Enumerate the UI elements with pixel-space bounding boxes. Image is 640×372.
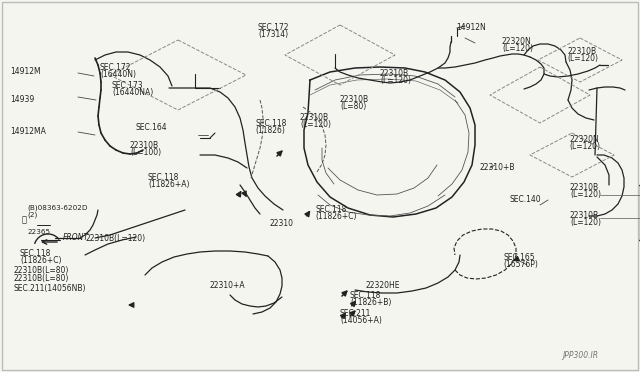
Text: (11826): (11826) <box>255 125 285 135</box>
Text: (L=120): (L=120) <box>570 190 601 199</box>
Text: (L=120): (L=120) <box>300 121 331 129</box>
Text: SEC.118: SEC.118 <box>20 248 51 257</box>
Bar <box>592 185 640 240</box>
Text: (17314): (17314) <box>258 29 288 38</box>
Text: 14912N: 14912N <box>456 22 486 32</box>
Text: (L=100): (L=100) <box>130 148 161 157</box>
Text: 22310+A: 22310+A <box>210 280 246 289</box>
Text: 14912M: 14912M <box>10 67 40 76</box>
Text: 22310B(L=80): 22310B(L=80) <box>13 266 68 275</box>
Text: SEC.140: SEC.140 <box>510 196 541 205</box>
Text: (L=120): (L=120) <box>380 76 411 84</box>
Text: 22310B: 22310B <box>300 113 329 122</box>
Text: 22310B: 22310B <box>340 96 369 105</box>
Text: JPP300.IR: JPP300.IR <box>562 350 598 359</box>
Text: 22320N: 22320N <box>569 135 599 144</box>
Text: 14912MA: 14912MA <box>10 128 46 137</box>
Text: 22310: 22310 <box>270 218 294 228</box>
Text: 14939: 14939 <box>10 96 35 105</box>
Text: 22310B: 22310B <box>380 68 409 77</box>
Bar <box>13 198 133 256</box>
Text: SEC.118: SEC.118 <box>148 173 179 183</box>
Text: SEC.173: SEC.173 <box>112 80 143 90</box>
Text: (11826+A): (11826+A) <box>148 180 189 189</box>
Text: 22310B: 22310B <box>570 183 599 192</box>
Text: 22320HE: 22320HE <box>365 280 399 289</box>
Text: 22310B: 22310B <box>130 141 159 150</box>
Text: 22310B(L=80): 22310B(L=80) <box>13 273 68 282</box>
Text: (16440N): (16440N) <box>100 71 136 80</box>
Text: 22365: 22365 <box>27 229 50 235</box>
Text: (L=120): (L=120) <box>569 142 600 151</box>
Text: SEC.172: SEC.172 <box>100 64 131 73</box>
Text: 22320N: 22320N <box>502 38 532 46</box>
Text: 22310B: 22310B <box>567 48 596 57</box>
Text: SEC.118: SEC.118 <box>350 291 381 299</box>
Text: FRONT: FRONT <box>63 234 89 243</box>
Text: (11826+C): (11826+C) <box>20 256 61 264</box>
Text: SEC.211(14056NB): SEC.211(14056NB) <box>13 283 86 292</box>
Text: (11826+C): (11826+C) <box>315 212 356 221</box>
Text: SEC.211: SEC.211 <box>340 308 371 317</box>
Text: 22310B: 22310B <box>570 211 599 219</box>
Text: SEC.118: SEC.118 <box>255 119 286 128</box>
Text: SEC.172: SEC.172 <box>258 22 289 32</box>
Text: (11826+B): (11826+B) <box>350 298 392 307</box>
Text: Ⓑ: Ⓑ <box>22 215 27 224</box>
Text: (16440NA): (16440NA) <box>112 87 153 96</box>
Text: 22310+B: 22310+B <box>480 163 515 171</box>
Text: SEC.165: SEC.165 <box>503 253 534 263</box>
Text: (2): (2) <box>27 212 37 218</box>
Text: (L=120): (L=120) <box>502 45 533 54</box>
Text: (14056+A): (14056+A) <box>340 315 382 324</box>
Text: (L=120): (L=120) <box>567 55 598 64</box>
Text: SEC.118: SEC.118 <box>315 205 346 215</box>
Text: SEC.164: SEC.164 <box>135 124 166 132</box>
Text: 22310B(L=120): 22310B(L=120) <box>85 234 145 243</box>
Text: (16576P): (16576P) <box>503 260 538 269</box>
Text: (L=120): (L=120) <box>570 218 601 227</box>
Text: (L=80): (L=80) <box>340 103 366 112</box>
Text: (B)08363-6202D: (B)08363-6202D <box>27 205 88 211</box>
